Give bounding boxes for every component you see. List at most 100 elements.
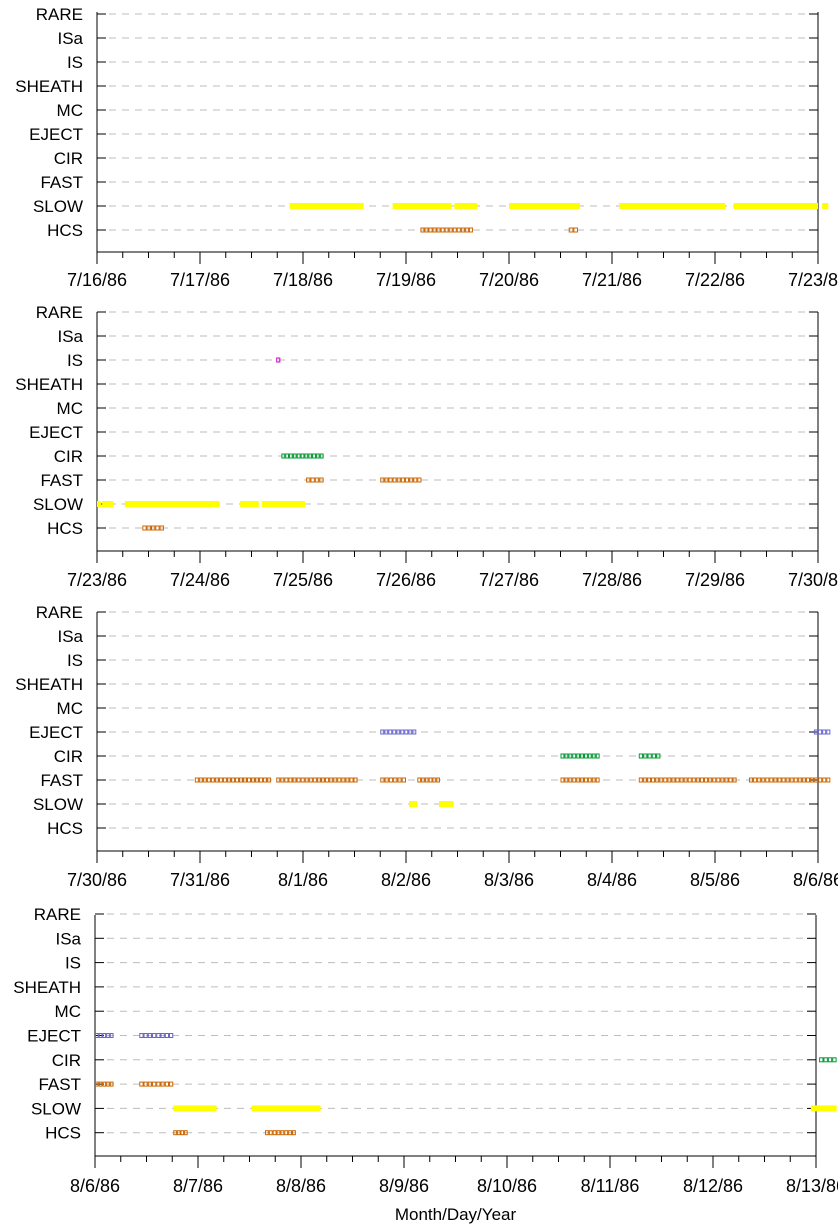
data-box-marker [242,777,248,783]
category-label-fast: FAST [40,173,83,192]
data-box-marker [345,777,350,783]
category-label-is: IS [67,651,83,670]
data-box-marker [797,777,802,783]
category-label-isa: ISa [55,929,81,948]
segment-hcs [264,1130,296,1136]
x-tick-label: 8/7/86 [173,1176,223,1196]
data-box-marker [568,227,574,233]
data-box-marker [432,227,437,233]
category-label-is: IS [67,351,83,370]
segment-hcs [173,1130,188,1136]
segment-fast [638,777,737,783]
data-box-marker [753,777,758,783]
x-tick-label: 8/9/86 [379,1176,429,1196]
segment-slow [97,501,102,507]
data-box-marker [95,1033,99,1038]
data-box-marker [255,777,260,783]
x-tick-label: 7/30/86 [788,570,838,590]
category-label-eject: EJECT [29,125,83,144]
data-box-marker [314,477,320,483]
data-box-marker [226,777,231,783]
category-label-rare: RARE [36,603,83,622]
x-tick-label: 7/27/86 [479,570,539,590]
segment-slow [173,1105,217,1112]
data-box-marker [238,777,243,783]
data-box-marker [757,777,762,783]
data-box-marker [716,777,721,783]
data-box-marker [264,1130,269,1136]
data-box-marker [679,777,684,783]
category-label-fast: FAST [38,1075,81,1094]
data-box-marker [401,777,407,783]
data-box-marker [320,777,326,783]
data-box-marker [164,1081,170,1087]
category-label-is: IS [65,954,81,973]
data-box-marker [408,729,413,735]
x-tick-label: 8/12/86 [683,1176,743,1196]
x-tick-label: 8/6/86 [793,870,838,890]
category-label-cir: CIR [54,747,83,766]
data-box-marker [708,777,713,783]
data-box-marker [341,777,346,783]
data-box-marker [380,729,385,735]
data-box-marker [384,777,389,783]
data-box-marker [667,777,672,783]
data-box-marker [202,777,207,783]
category-label-hcs: HCS [47,819,83,838]
data-box-marker [646,777,652,783]
data-box-marker [704,777,709,783]
data-box-marker [234,777,239,783]
data-box-marker [152,1033,157,1038]
category-label-mc: MC [55,1002,81,1021]
data-box-marker [656,753,661,759]
category-label-slow: SLOW [31,1099,81,1118]
data-box-marker [765,777,770,783]
data-box-marker [292,453,297,459]
data-box-marker [106,1033,110,1038]
data-box-marker [281,453,286,459]
segment-slow [251,1105,321,1112]
data-box-marker [393,777,398,783]
segment-slow [454,203,478,209]
data-box-marker [638,777,643,783]
data-box-marker [732,777,737,783]
data-box-marker [296,453,301,459]
data-box-marker [98,1033,103,1038]
segment-fast [560,777,600,783]
data-box-marker [150,525,156,531]
data-box-marker [184,1130,188,1136]
data-box-marker [412,729,417,735]
data-box-marker [312,453,316,459]
data-box-marker [728,777,733,783]
data-box-marker [109,1081,114,1087]
data-box-marker [761,777,766,783]
data-box-marker [139,1081,144,1087]
data-box-marker [276,1130,281,1136]
data-box-marker [397,777,402,783]
data-box-marker [147,1033,153,1038]
data-box-marker [160,1081,165,1087]
data-box-marker [169,1081,174,1087]
data-box-marker [595,777,600,783]
data-box-marker [659,777,664,783]
data-box-marker [139,1033,144,1038]
x-tick-label: 7/30/86 [67,870,127,890]
segment-eject [813,729,831,735]
data-box-marker [651,777,656,783]
x-tick-label: 7/17/86 [170,270,230,290]
data-box-marker [712,777,717,783]
data-box-marker [106,1081,110,1087]
data-box-marker [308,453,313,459]
data-box-marker [428,227,433,233]
segment-fast [276,777,358,783]
data-box-marker [312,777,317,783]
data-box-marker [417,477,422,483]
data-box-marker [159,525,164,531]
data-box-marker [333,777,338,783]
data-box-marker [587,777,592,783]
data-box-marker [785,777,790,783]
data-box-marker [380,777,385,783]
data-box-marker [832,1057,837,1063]
segment-slow [240,501,259,507]
data-box-marker [267,777,272,783]
